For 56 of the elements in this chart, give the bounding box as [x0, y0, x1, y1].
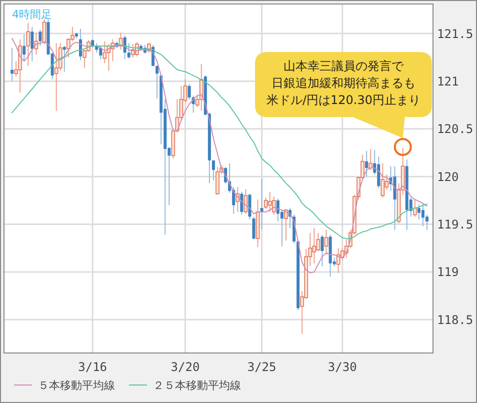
candlestick: [365, 150, 368, 178]
y-tick-label: 120.5: [437, 122, 474, 136]
candlestick: [316, 232, 320, 252]
candlestick: [393, 166, 396, 230]
candlestick: [320, 234, 324, 267]
candlestick: [22, 34, 26, 62]
legend-label: ２５本移動平均線: [153, 378, 241, 392]
candlestick: [260, 178, 264, 230]
y-tick-label: 119: [437, 265, 459, 280]
candlestick: [268, 191, 272, 212]
candlestick: [199, 64, 204, 112]
annotation: 山本幸三議員の発言で: [284, 59, 404, 73]
candlestick: [272, 196, 276, 216]
candlestick: [54, 42, 58, 112]
candlestick: [216, 166, 220, 196]
y-tick-label: 120: [437, 170, 459, 184]
y-tick-label: 119.5: [437, 217, 474, 232]
candlestick: [26, 22, 30, 66]
candlestick: [284, 208, 288, 241]
candlestick: [417, 204, 420, 220]
candlestick: [42, 18, 46, 45]
annotation: 日銀追加緩和期待高まるも: [272, 76, 416, 90]
candlestick: [38, 29, 42, 46]
legend-label: ５本移動平均線: [38, 378, 115, 392]
candlestick: [188, 84, 191, 100]
candlestick: [212, 160, 215, 181]
y-tick-label: 121.5: [437, 26, 474, 41]
candlestick: [264, 197, 268, 210]
candlestick: [127, 42, 130, 59]
y-tick-label: 121: [437, 74, 459, 88]
annotation: 4時間足: [12, 8, 52, 21]
candlestick: [413, 198, 417, 218]
candlestick: [276, 198, 280, 222]
candlestick: [99, 45, 102, 60]
candlestick: [18, 38, 22, 94]
candlestick: [240, 191, 244, 216]
candlestick: [156, 64, 159, 99]
candlestick: [324, 229, 328, 254]
candlestick: [377, 156, 380, 189]
candlestick: [421, 204, 424, 227]
x-tick-label: 3/20: [170, 360, 200, 374]
candlestick: [425, 214, 428, 230]
candlestick: [252, 216, 256, 240]
candlestick: [10, 47, 14, 82]
candlestick: [336, 248, 340, 274]
candlestick: [30, 26, 34, 62]
candlestick: [248, 193, 252, 220]
candlestick: [312, 228, 316, 264]
candlestick: [368, 148, 372, 170]
annotation: 米ドル/円は120.30円止まり: [266, 93, 421, 107]
candlestick: [380, 162, 385, 198]
x-tick-label: 3/16: [78, 360, 108, 374]
x-tick-label: 3/25: [247, 360, 276, 374]
x-tick-label: 3/30: [328, 360, 357, 374]
candlestick: [62, 45, 66, 72]
y-tick-label: 118.5: [437, 312, 474, 327]
